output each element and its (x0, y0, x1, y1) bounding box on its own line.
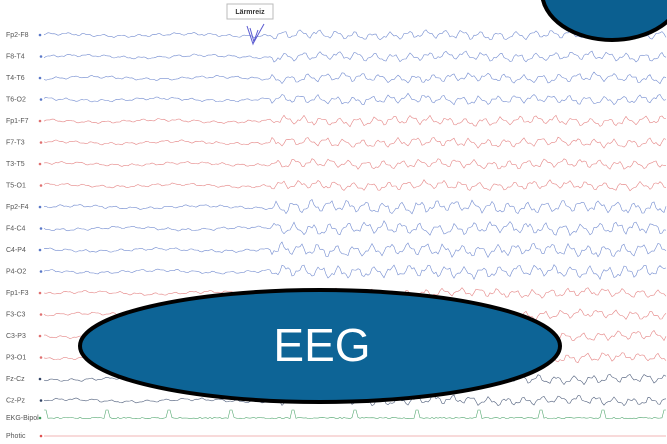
channel-label: Photic (6, 433, 26, 440)
channel-label: Cz-Pz (6, 397, 26, 404)
channel-dot (39, 227, 43, 230)
channel-label: F8-T4 (6, 53, 25, 60)
stimulus-marker (246, 23, 265, 46)
channel-dot (38, 416, 42, 420)
eeg-trace (43, 71, 667, 85)
channel-dot (38, 162, 42, 166)
annotation: Lärmreiz (235, 9, 265, 16)
channel-label: F3-C3 (6, 311, 26, 318)
channel-label: Fz-Cz (6, 376, 25, 383)
eeg-trace (43, 264, 667, 281)
channel-dot (39, 356, 43, 359)
eeg-trace (43, 179, 667, 192)
channel-labels: Fp2-F8 F8-T4 T4-T6 T6-O2 Fp1-F7 F7-T3 T3-T5 T5-… (6, 32, 43, 440)
channel-dot (38, 205, 42, 209)
channel-label: T5-O1 (6, 182, 26, 189)
channel-dot (39, 313, 43, 316)
title-ellipse (78, 288, 562, 404)
channel-dot (39, 399, 43, 402)
corner-ellipse (540, 0, 667, 42)
channel-label: T6-O2 (6, 96, 26, 103)
channel-dot (39, 184, 43, 187)
overlay-title: EEG (273, 319, 370, 371)
eeg-trace (44, 409, 666, 420)
channel-label: T3-T5 (6, 161, 25, 168)
channel-dot (38, 291, 42, 295)
eeg-trace (43, 92, 667, 106)
channel-label: C4-P4 (6, 247, 26, 254)
eeg-trace (44, 199, 667, 215)
eeg-trace (43, 29, 667, 41)
channel-dot (38, 334, 42, 338)
channel-dot (38, 76, 42, 80)
eeg-trace (43, 241, 667, 259)
channel-dot (38, 33, 42, 37)
channel-dot (39, 270, 43, 273)
channel-label: Fp1-F3 (6, 290, 29, 297)
channel-label: F4-C4 (6, 225, 26, 232)
channel-label: Fp2-F8 (6, 32, 29, 39)
eeg-trace (43, 220, 667, 237)
channel-dot (39, 141, 43, 144)
channel-label: F7-T3 (6, 139, 25, 146)
eeg-trace (43, 136, 667, 149)
channel-dot (39, 434, 43, 438)
channel-dot (39, 55, 43, 58)
channel-label: P4-O2 (6, 268, 26, 275)
eeg-trace (43, 114, 667, 128)
channel-label: P3-O1 (6, 354, 26, 361)
channel-dot (39, 98, 43, 101)
channel-label: EKG-Bipol (6, 415, 39, 422)
channel-label: Fp2-F4 (6, 204, 29, 211)
channel-dot (38, 119, 42, 123)
channel-dot (38, 377, 42, 381)
channel-label: Fp1-F7 (6, 118, 29, 125)
eeg-trace (43, 50, 667, 63)
eeg-trace (43, 158, 667, 170)
channel-dot (38, 248, 42, 252)
annotation-box (226, 3, 274, 20)
channel-label: T4-T6 (6, 75, 25, 82)
channel-label: C3-P3 (6, 333, 26, 340)
